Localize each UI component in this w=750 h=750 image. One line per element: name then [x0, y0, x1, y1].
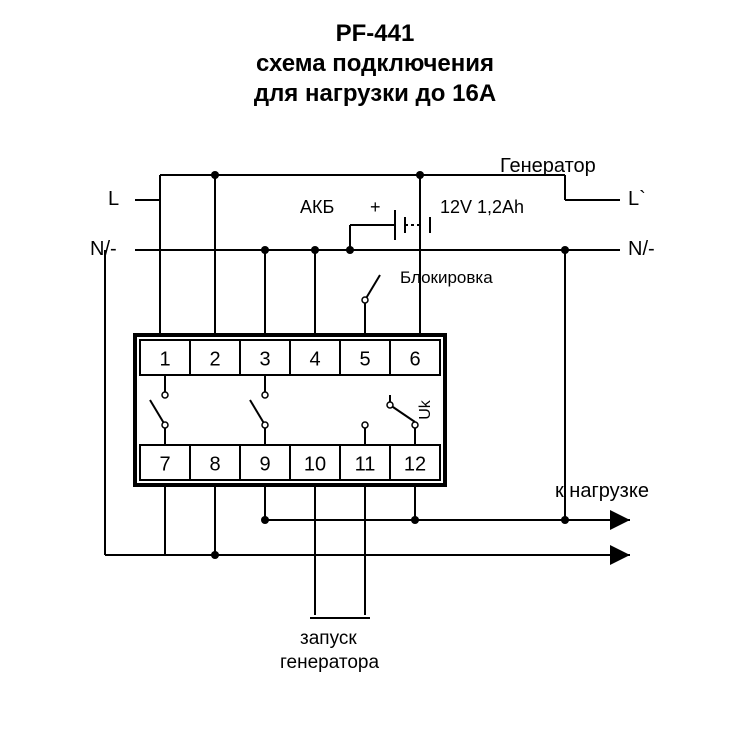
wiring-diagram: 1 2 3 4 5 6 7 8 9 10 11 12 — [0, 0, 750, 750]
label-to-load: к нагрузке — [555, 480, 649, 503]
terminal-bottom-row: 7 8 9 10 11 12 — [140, 445, 440, 480]
terminal-9: 9 — [259, 453, 270, 475]
terminal-10: 10 — [304, 453, 326, 475]
label-L-prime: L` — [628, 188, 646, 211]
terminal-2: 2 — [209, 348, 220, 370]
label-N-left: N/- — [90, 238, 117, 261]
terminal-top-row: 1 2 3 4 5 6 — [140, 340, 440, 375]
terminal-4: 4 — [309, 348, 320, 370]
uk-label: Uk — [417, 399, 434, 420]
terminal-3: 3 — [259, 348, 270, 370]
label-gen-start-1: запуск — [300, 628, 357, 650]
label-N-right: N/- — [628, 238, 655, 261]
label-L: L — [108, 188, 119, 211]
label-block: Блокировка — [400, 268, 493, 288]
label-akb: АКБ — [300, 197, 334, 218]
terminal-1: 1 — [159, 348, 170, 370]
terminal-6: 6 — [409, 348, 420, 370]
terminal-5: 5 — [359, 348, 370, 370]
label-plus: + — [370, 197, 381, 218]
terminal-8: 8 — [209, 453, 220, 475]
label-generator: Генератор — [500, 155, 596, 178]
terminal-12: 12 — [404, 453, 426, 475]
label-gen-start-2: генератора — [280, 652, 379, 674]
terminal-11: 11 — [355, 453, 376, 475]
label-battery-spec: 12V 1,2Ah — [440, 197, 524, 218]
terminal-7: 7 — [159, 453, 170, 475]
